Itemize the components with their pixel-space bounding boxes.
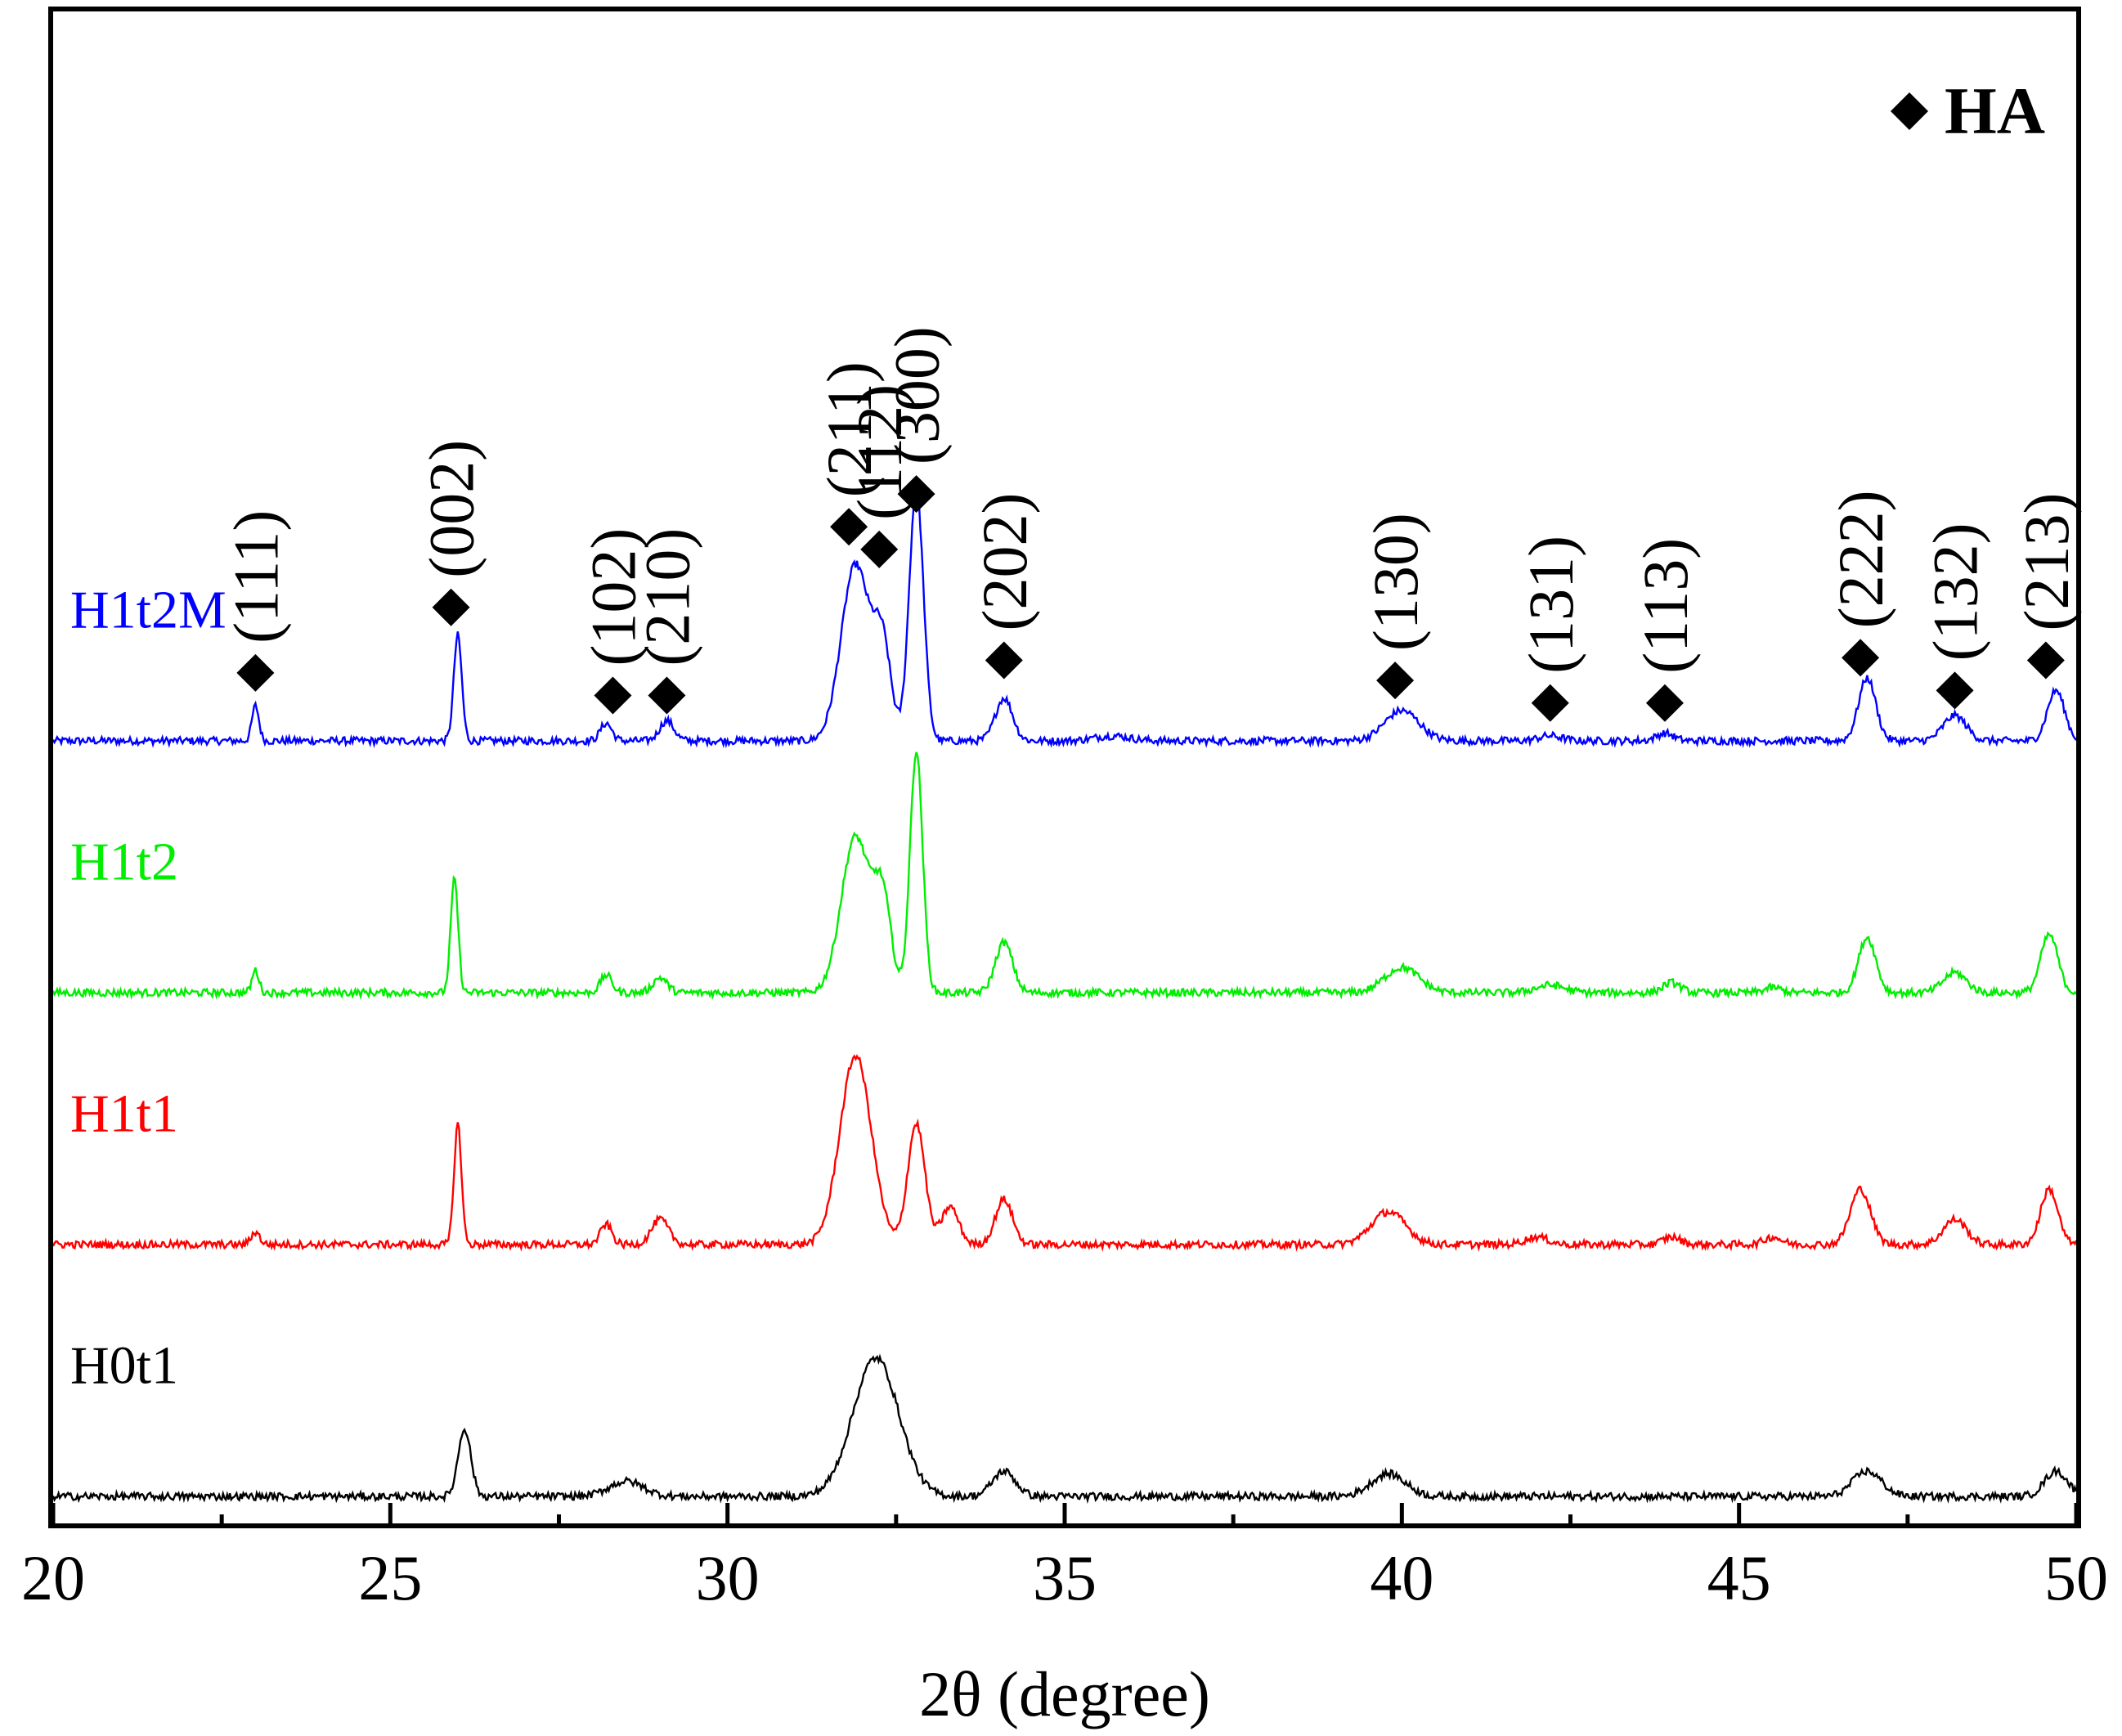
- peak-marker-111: [236, 653, 275, 692]
- x-tick-label-20: 20: [21, 1542, 85, 1613]
- series-line-H1t2M: [52, 489, 2077, 749]
- series-label-H1t2M: H1t2M: [70, 580, 227, 639]
- legend-label: HA: [1945, 74, 2045, 148]
- series-label-H1t2: H1t2: [70, 832, 178, 891]
- legend-diamond-icon: [1891, 92, 1928, 130]
- series-line-H1t2: [52, 751, 2077, 1001]
- peak-label-111: (111): [220, 510, 291, 644]
- peak-label-130: (130): [1360, 513, 1431, 651]
- x-axis-label: 2θ (degree): [919, 1658, 1210, 1729]
- x-tick-label-35: 35: [1033, 1542, 1097, 1613]
- peak-label-222: (222): [1825, 490, 1896, 628]
- x-tick-label-40: 40: [1370, 1542, 1433, 1613]
- peak-marker-300: [897, 475, 935, 514]
- peak-label-132: (132): [1920, 523, 1991, 661]
- peak-marker-213: [2026, 641, 2065, 680]
- peak-label-300: (300): [882, 326, 953, 464]
- peak-marker-131: [1531, 684, 1569, 722]
- x-tick-label-25: 25: [358, 1542, 422, 1613]
- peak-marker-002: [432, 588, 470, 626]
- series-line-H0t1: [52, 1353, 2078, 1505]
- x-tick-label-45: 45: [1707, 1542, 1771, 1613]
- series-line-H1t1: [52, 1054, 2078, 1253]
- peak-marker-210: [648, 676, 686, 715]
- peak-label-102: (102): [577, 528, 648, 666]
- x-tick-label-50: 50: [2044, 1542, 2108, 1613]
- series-layer: H1t2M H1t2 H1t1 H0t1: [52, 489, 2078, 1505]
- peak-marker-132: [1936, 671, 1974, 710]
- peak-label-131: (131): [1515, 536, 1586, 674]
- peak-label-202: (202): [969, 492, 1040, 630]
- peak-label-213: (213): [2011, 492, 2082, 630]
- peak-label-211: (211): [814, 361, 885, 497]
- legend: HA: [1891, 74, 2045, 148]
- peak-marker-112: [860, 530, 899, 568]
- peak-label-002: (002): [416, 440, 487, 578]
- peak-marker-202: [985, 641, 1023, 680]
- peak-marker-222: [1842, 639, 1880, 677]
- peak-label-210: (210): [631, 528, 702, 666]
- series-label-H1t1: H1t1: [70, 1083, 178, 1143]
- peak-marker-211: [830, 508, 868, 546]
- peak-label-113: (113): [1630, 538, 1701, 674]
- annotation-layer: (111) (002)(102)(210)(211)(112)(300)(202)…: [220, 326, 2082, 722]
- series-label-H0t1: H0t1: [70, 1335, 178, 1395]
- x-tick-label-30: 30: [696, 1542, 760, 1613]
- axis-layer: 20 25 30 35 40 45 50: [21, 1503, 2108, 1613]
- plot-frame: [48, 7, 2081, 1528]
- peak-marker-130: [1376, 662, 1415, 700]
- peak-marker-113: [1645, 684, 1684, 722]
- peak-marker-102: [594, 676, 632, 715]
